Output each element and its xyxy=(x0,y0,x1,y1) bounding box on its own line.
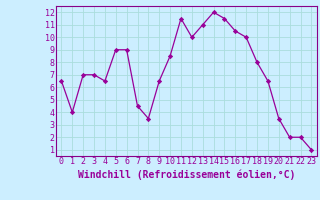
X-axis label: Windchill (Refroidissement éolien,°C): Windchill (Refroidissement éolien,°C) xyxy=(78,169,295,180)
